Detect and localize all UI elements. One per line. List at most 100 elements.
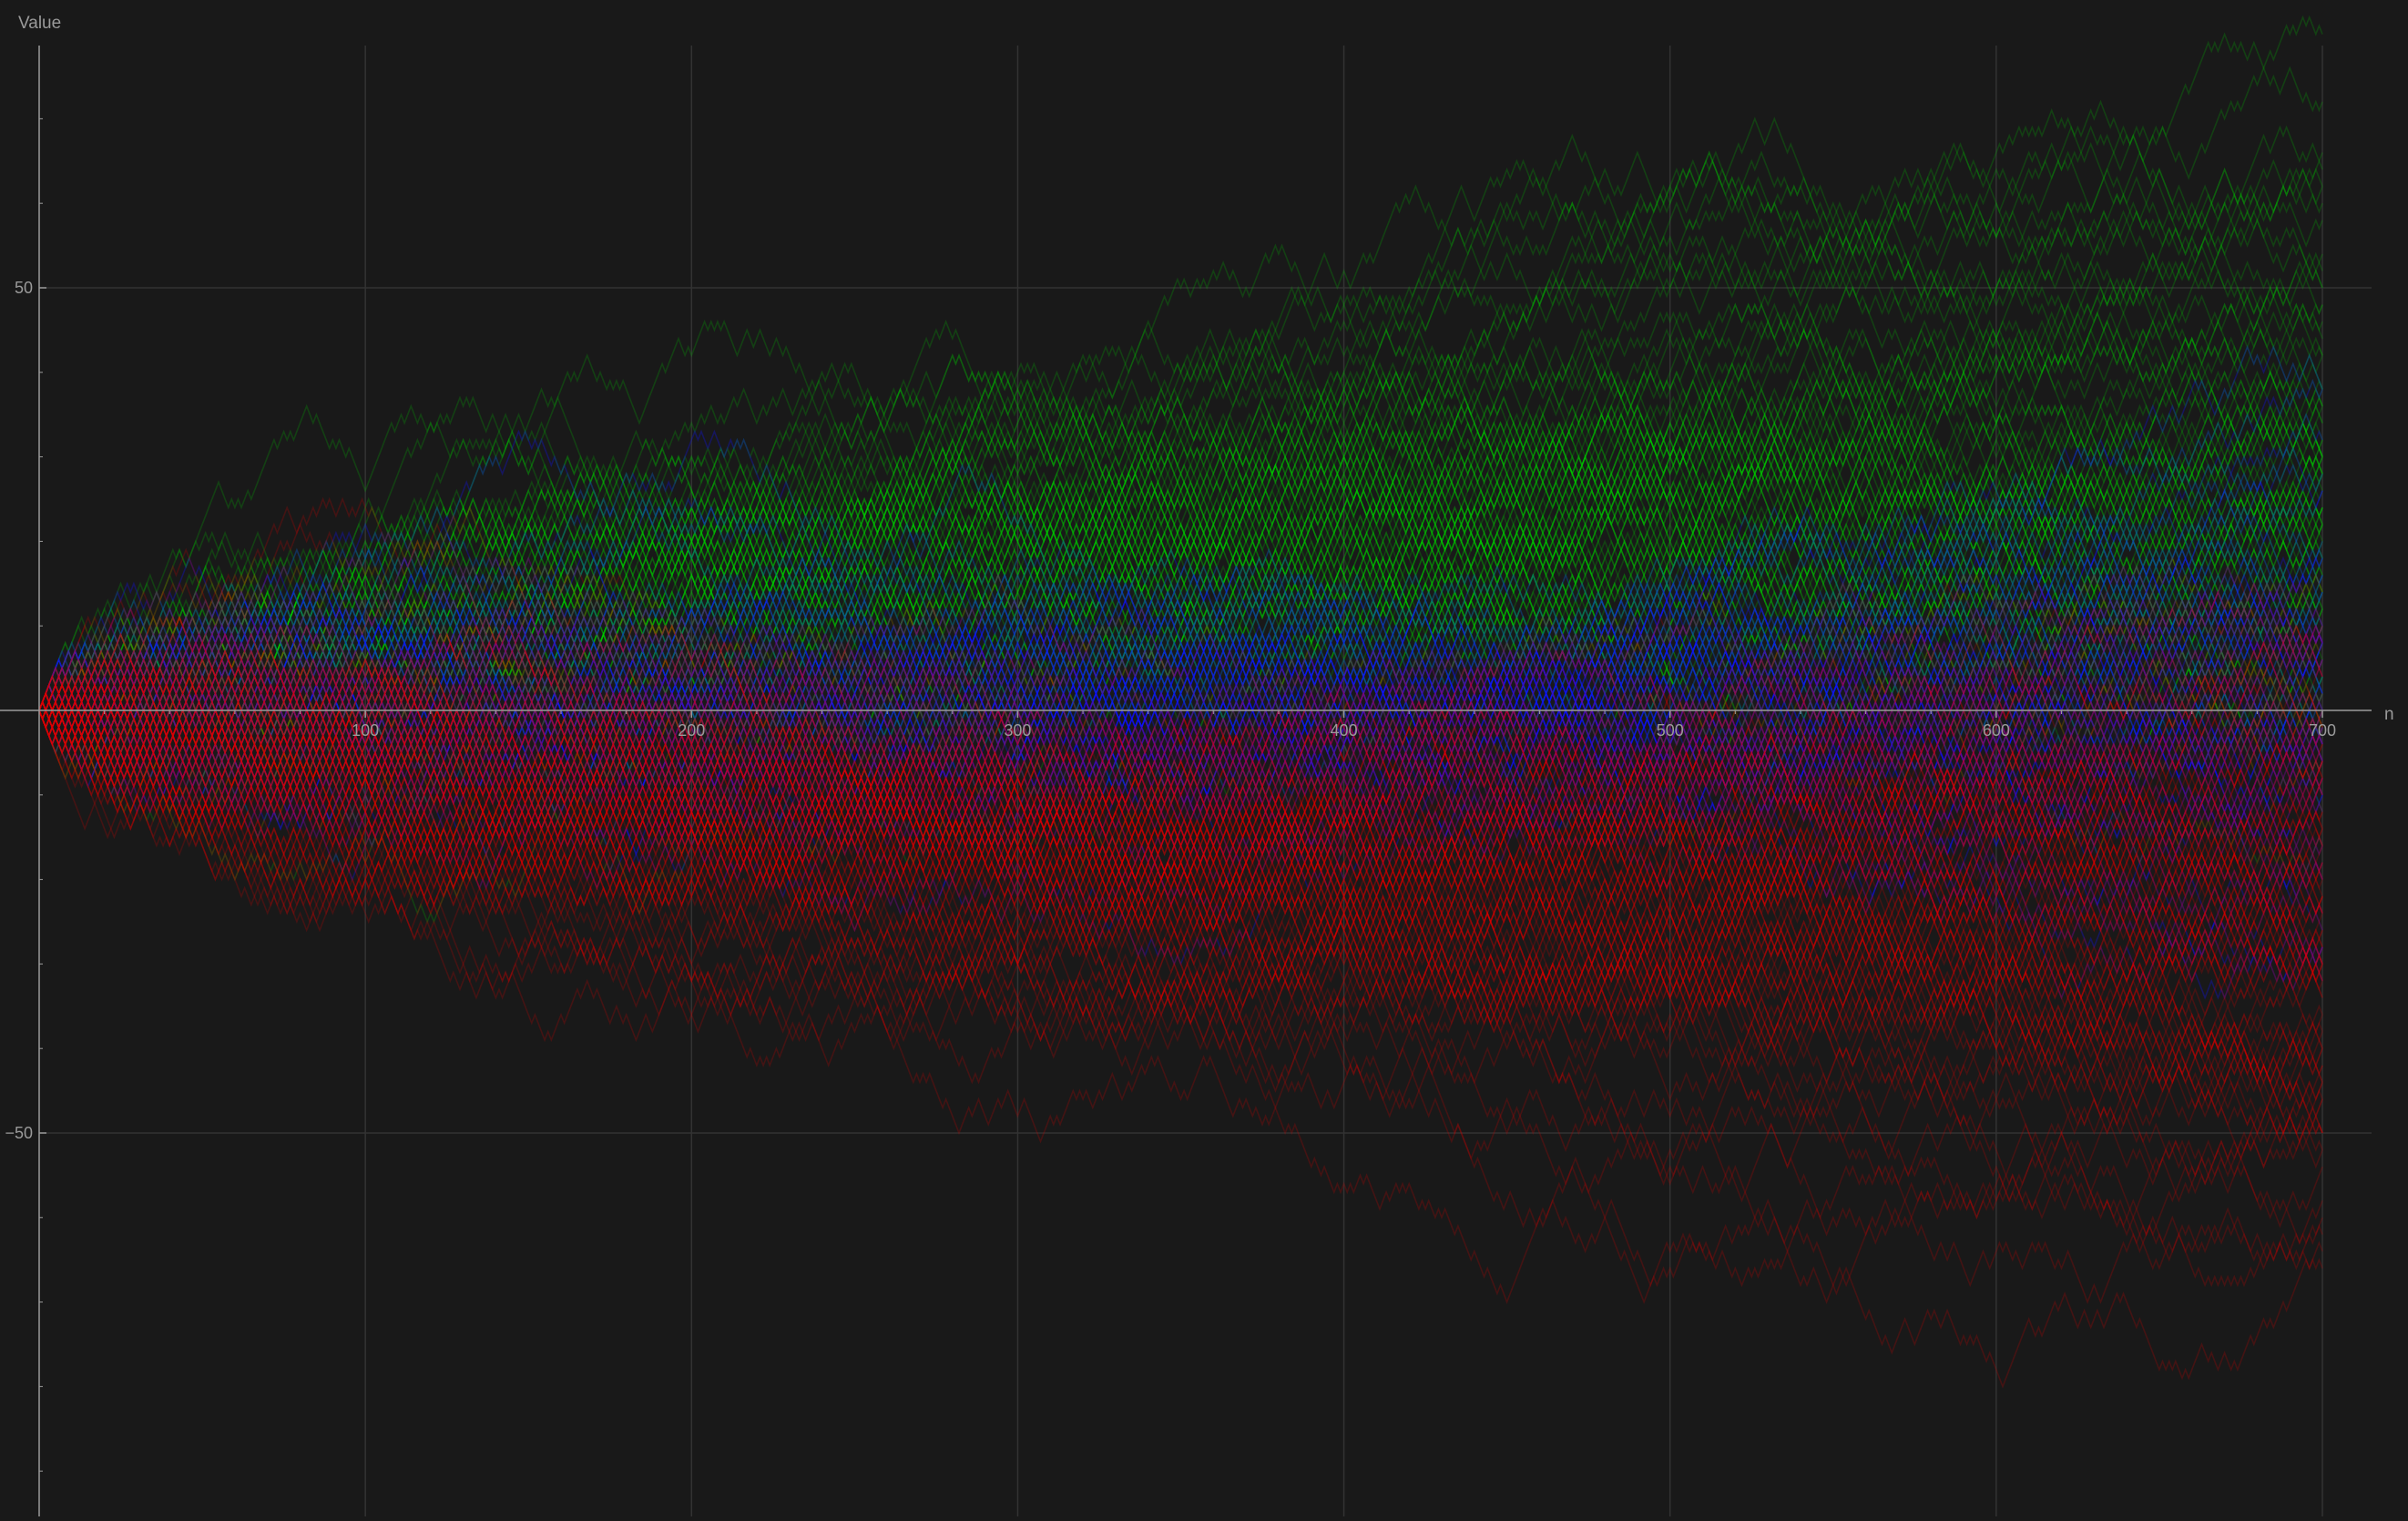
walk-path xyxy=(38,682,2323,873)
walk-path xyxy=(38,15,2323,772)
walk-path xyxy=(38,691,2323,1026)
walk-path xyxy=(38,691,2323,933)
walk-path xyxy=(38,454,2323,728)
walk-path xyxy=(38,260,2323,739)
walk-path xyxy=(38,133,2323,721)
walk-path xyxy=(38,125,2323,747)
walk-path xyxy=(38,615,2323,891)
walk-path xyxy=(38,530,2323,755)
walk-path xyxy=(38,556,2323,857)
walk-path xyxy=(38,598,2323,1085)
walk-path xyxy=(38,573,2323,958)
walk-path xyxy=(38,581,2323,891)
walk-path xyxy=(38,505,2323,730)
x-tick-label: 600 xyxy=(1983,721,2010,740)
walk-path xyxy=(38,218,2323,781)
walk-path xyxy=(38,623,2323,1059)
walk-path xyxy=(38,412,2323,755)
walk-path xyxy=(38,446,2323,966)
walk-path xyxy=(38,480,2323,755)
walk-path xyxy=(38,708,2323,1169)
walk-path xyxy=(38,564,2323,924)
walk-path xyxy=(38,539,2323,924)
walk-path xyxy=(38,699,2323,1026)
walk-path xyxy=(38,699,2323,958)
walk-path xyxy=(38,541,2323,857)
walk-path xyxy=(38,539,2323,814)
walk-path xyxy=(38,260,2323,857)
blue-walk-group xyxy=(38,344,2323,1000)
walk-path xyxy=(38,505,2323,796)
walk-path xyxy=(38,564,2323,806)
walk-path xyxy=(38,623,2323,1136)
walk-path xyxy=(38,666,2323,1169)
walk-path xyxy=(38,598,2323,832)
walk-path xyxy=(38,362,2323,915)
walk-path xyxy=(38,395,2323,789)
walk-path xyxy=(38,658,2323,907)
walk-path xyxy=(38,648,2323,857)
walk-path xyxy=(38,158,2323,738)
walk-path xyxy=(38,378,2323,721)
walk-path xyxy=(38,556,2323,822)
walk-path xyxy=(38,490,2323,798)
red-walk-group xyxy=(38,496,2323,1389)
walk-path xyxy=(38,699,2323,1118)
walk-path xyxy=(38,378,2323,721)
walk-path xyxy=(38,709,2323,1026)
walk-path xyxy=(38,632,2323,1051)
walk-path xyxy=(38,683,2323,924)
walk-path xyxy=(38,709,2323,1389)
green-walk-group xyxy=(38,15,2323,924)
walk-path xyxy=(38,658,2323,992)
walk-path xyxy=(38,591,2323,798)
walk-path xyxy=(38,691,2323,1059)
walk-path xyxy=(38,581,2323,865)
walk-paths xyxy=(38,15,2323,1389)
walk-path xyxy=(38,589,2323,1000)
walk-path xyxy=(38,573,2323,857)
walk-path xyxy=(38,362,2323,711)
walk-path xyxy=(38,395,2323,814)
walk-path xyxy=(38,699,2323,1009)
walk-path xyxy=(38,666,2323,1271)
x-tick-label: 700 xyxy=(2309,721,2336,740)
walk-path xyxy=(38,640,2323,899)
walk-path xyxy=(38,302,2323,763)
walk-path xyxy=(38,607,2323,992)
walk-path xyxy=(38,573,2323,966)
walk-path xyxy=(38,589,2323,882)
walk-path xyxy=(38,403,2323,739)
walk-path xyxy=(38,539,2323,713)
walk-path xyxy=(38,632,2323,814)
walk-path xyxy=(38,421,2323,730)
walk-path xyxy=(38,564,2323,931)
walk-path xyxy=(38,598,2323,865)
walk-path xyxy=(38,522,2323,763)
walk-path xyxy=(38,581,2323,840)
walk-path xyxy=(38,674,2323,1136)
walk-path xyxy=(38,488,2323,873)
walk-path xyxy=(38,319,2323,755)
walk-path xyxy=(38,311,2323,713)
walk-path xyxy=(38,488,2323,806)
walk-path xyxy=(38,488,2323,772)
walk-path xyxy=(38,699,2323,1161)
walk-path xyxy=(38,640,2323,975)
y-axis-label: Value xyxy=(18,14,61,33)
walk-path xyxy=(38,691,2323,1077)
walk-path xyxy=(38,556,2323,814)
walk-path xyxy=(38,573,2323,798)
walk-path xyxy=(38,547,2323,880)
walk-path xyxy=(38,547,2323,941)
walk-path xyxy=(38,496,2323,933)
walk-path xyxy=(38,589,2323,814)
walk-path xyxy=(38,699,2323,966)
walk-path xyxy=(38,658,2323,899)
walk-path xyxy=(38,505,2323,840)
walk-path xyxy=(38,437,2323,711)
walk-path xyxy=(38,632,2323,950)
walk-path xyxy=(38,581,2323,882)
walk-path xyxy=(38,666,2323,907)
